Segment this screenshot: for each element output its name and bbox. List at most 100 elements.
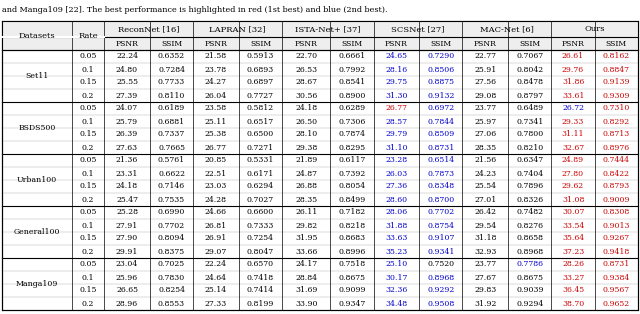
Text: 27.80: 27.80 [562, 170, 584, 177]
Text: 26.03: 26.03 [385, 170, 408, 177]
Text: 0.7341: 0.7341 [516, 117, 543, 126]
Text: 0.8054: 0.8054 [339, 182, 365, 191]
Text: 26.77: 26.77 [205, 143, 227, 151]
Text: 27.67: 27.67 [474, 273, 496, 281]
Text: 26.61: 26.61 [562, 52, 584, 61]
Text: 24.27: 24.27 [205, 78, 227, 86]
Text: 0.15: 0.15 [79, 131, 97, 138]
Text: 0.7535: 0.7535 [158, 196, 185, 203]
Text: MAC-Net [6]: MAC-Net [6] [480, 25, 534, 33]
Text: 21.58: 21.58 [205, 52, 227, 61]
Text: 22.24: 22.24 [116, 52, 138, 61]
Text: 26.81: 26.81 [205, 221, 227, 230]
Text: 29.75: 29.75 [385, 78, 408, 86]
Text: 0.5331: 0.5331 [247, 156, 274, 165]
Text: 25.11: 25.11 [205, 117, 227, 126]
Text: 26.53: 26.53 [295, 66, 317, 73]
Text: 0.7665: 0.7665 [158, 143, 185, 151]
Text: 24.64: 24.64 [205, 273, 227, 281]
Text: 0.6661: 0.6661 [339, 52, 365, 61]
Text: 0.5812: 0.5812 [247, 105, 274, 112]
Text: PSNR: PSNR [295, 40, 317, 47]
Text: 22.51: 22.51 [205, 170, 227, 177]
Text: 26.91: 26.91 [205, 235, 227, 242]
Text: 37.23: 37.23 [562, 247, 584, 256]
Text: 33.63: 33.63 [385, 235, 408, 242]
Text: 28.96: 28.96 [116, 300, 138, 307]
Text: PSNR: PSNR [562, 40, 584, 47]
Text: 0.8553: 0.8553 [158, 300, 185, 307]
Text: 0.9107: 0.9107 [427, 235, 454, 242]
Text: 23.28: 23.28 [385, 156, 408, 165]
Text: 24.23: 24.23 [474, 170, 497, 177]
Text: 0.8754: 0.8754 [428, 221, 454, 230]
Text: 23.04: 23.04 [116, 261, 138, 268]
Text: 31.86: 31.86 [562, 78, 584, 86]
Text: 0.6600: 0.6600 [247, 208, 274, 216]
Text: 0.2: 0.2 [82, 143, 94, 151]
Text: 0.8422: 0.8422 [603, 170, 630, 177]
Text: 0.7518: 0.7518 [339, 261, 365, 268]
Text: 0.05: 0.05 [79, 208, 97, 216]
Text: 0.9418: 0.9418 [603, 247, 630, 256]
Text: 0.2: 0.2 [82, 196, 94, 203]
Text: 0.9099: 0.9099 [338, 286, 365, 295]
Text: 25.47: 25.47 [116, 196, 138, 203]
Text: 0.7067: 0.7067 [516, 52, 543, 61]
Text: 0.1: 0.1 [82, 117, 94, 126]
Text: 0.7027: 0.7027 [247, 196, 274, 203]
Text: 0.7337: 0.7337 [158, 131, 185, 138]
Text: 0.7786: 0.7786 [516, 261, 543, 268]
Text: 23.58: 23.58 [205, 105, 227, 112]
Text: 27.63: 27.63 [116, 143, 138, 151]
Text: 33.90: 33.90 [295, 300, 317, 307]
Text: 0.8210: 0.8210 [516, 143, 543, 151]
Text: 0.8875: 0.8875 [428, 78, 454, 86]
Text: 0.9347: 0.9347 [338, 300, 365, 307]
Text: 0.6171: 0.6171 [247, 170, 274, 177]
Text: LAPRAN [32]: LAPRAN [32] [209, 25, 266, 33]
Text: 0.7702: 0.7702 [158, 221, 185, 230]
Text: 26.04: 26.04 [205, 91, 227, 100]
Text: 27.01: 27.01 [474, 196, 497, 203]
Text: 0.8094: 0.8094 [158, 235, 185, 242]
Text: 32.67: 32.67 [562, 143, 584, 151]
Text: 28.06: 28.06 [385, 208, 408, 216]
Text: 26.50: 26.50 [295, 117, 317, 126]
Text: 0.6881: 0.6881 [158, 117, 185, 126]
Text: 30.07: 30.07 [562, 208, 584, 216]
Bar [2, 21, 638, 37]
Text: 0.8047: 0.8047 [247, 247, 274, 256]
Text: 0.6897: 0.6897 [247, 78, 274, 86]
Text: 26.77: 26.77 [385, 105, 407, 112]
Text: PSNR: PSNR [385, 40, 408, 47]
Text: 0.8713: 0.8713 [603, 131, 630, 138]
Text: 0.9294: 0.9294 [516, 300, 543, 307]
Text: 31.18: 31.18 [474, 235, 497, 242]
Text: SSIM: SSIM [250, 40, 271, 47]
Text: 0.7146: 0.7146 [158, 182, 185, 191]
Text: 29.76: 29.76 [562, 66, 584, 73]
Text: 24.87: 24.87 [295, 170, 317, 177]
Text: 0.8218: 0.8218 [339, 221, 365, 230]
Text: 31.10: 31.10 [385, 143, 408, 151]
Text: 0.8478: 0.8478 [516, 78, 543, 86]
Text: 33.27: 33.27 [562, 273, 584, 281]
Text: 0.6117: 0.6117 [338, 156, 365, 165]
Text: 31.92: 31.92 [474, 300, 497, 307]
Text: 20.85: 20.85 [205, 156, 227, 165]
Text: 0.6990: 0.6990 [158, 208, 185, 216]
Text: 0.8700: 0.8700 [428, 196, 454, 203]
Text: SSIM: SSIM [430, 40, 451, 47]
Text: 0.8976: 0.8976 [603, 143, 630, 151]
Text: 25.10: 25.10 [385, 261, 408, 268]
Text: 21.36: 21.36 [116, 156, 138, 165]
Text: 38.70: 38.70 [562, 300, 584, 307]
Text: 0.9013: 0.9013 [603, 221, 630, 230]
Text: Rate: Rate [78, 31, 98, 40]
Text: 0.8326: 0.8326 [516, 196, 543, 203]
Text: 31.08: 31.08 [562, 196, 584, 203]
Text: 29.07: 29.07 [205, 247, 227, 256]
Text: 0.8793: 0.8793 [603, 182, 630, 191]
Text: 23.03: 23.03 [205, 182, 227, 191]
